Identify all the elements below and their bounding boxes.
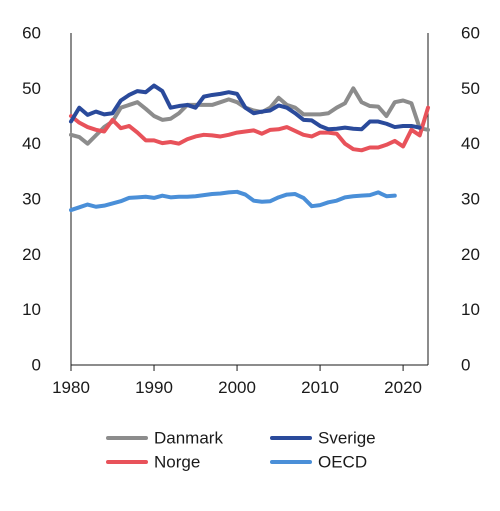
legend-label-norge: Norge — [154, 453, 200, 472]
y-tick-label-right: 0 — [461, 356, 470, 375]
legend-label-oecd: OECD — [318, 453, 367, 472]
y-tick-label-left: 20 — [22, 245, 41, 264]
x-tick-label: 1990 — [135, 378, 173, 397]
x-tick-label: 2020 — [384, 378, 422, 397]
y-tick-label-left: 30 — [22, 190, 41, 209]
y-tick-label-right: 10 — [461, 300, 480, 319]
y-tick-label-right: 30 — [461, 190, 480, 209]
y-tick-label-left: 40 — [22, 134, 41, 153]
series-line-sverige — [69, 83, 422, 132]
y-tick-label-left: 0 — [32, 356, 41, 375]
y-tick-label-left: 50 — [22, 79, 41, 98]
y-tick-label-right: 20 — [461, 245, 480, 264]
x-tick-label: 1980 — [52, 378, 90, 397]
x-tick-label: 2010 — [301, 378, 339, 397]
legend-label-sverige: Sverige — [318, 429, 376, 448]
y-tick-label-right: 50 — [461, 79, 480, 98]
y-tick-label-left: 60 — [22, 24, 41, 43]
series-line-norge — [69, 105, 430, 153]
y-tick-label-right: 60 — [461, 24, 480, 43]
series-line-oecd — [69, 189, 397, 213]
legend: Danmark Sverige Norge OECD — [106, 429, 376, 472]
plot-area — [69, 83, 430, 213]
y-tick-label-right: 40 — [461, 134, 480, 153]
legend-label-danmark: Danmark — [154, 429, 223, 448]
y-tick-label-left: 10 — [22, 300, 41, 319]
x-tick-label: 2000 — [218, 378, 256, 397]
